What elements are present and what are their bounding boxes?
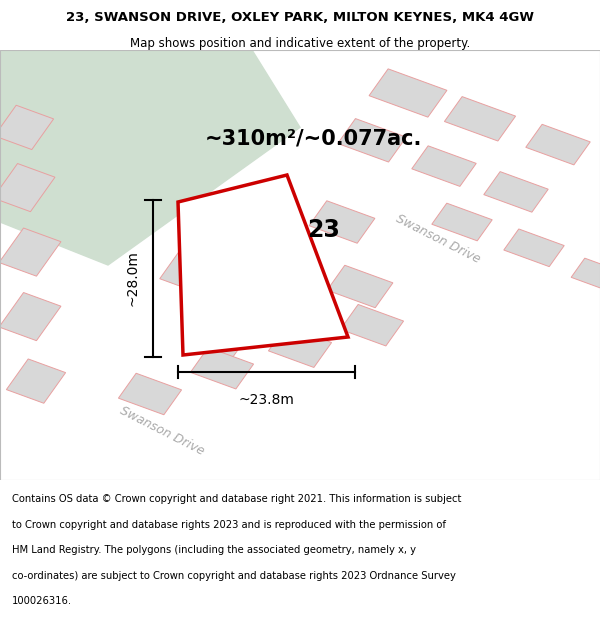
Text: co-ordinates) are subject to Crown copyright and database rights 2023 Ordnance S: co-ordinates) are subject to Crown copyr…	[12, 571, 456, 581]
Polygon shape	[327, 265, 393, 308]
Polygon shape	[0, 164, 55, 212]
Polygon shape	[445, 97, 515, 141]
Polygon shape	[190, 348, 254, 389]
Polygon shape	[571, 258, 600, 289]
Text: ~23.8m: ~23.8m	[239, 394, 295, 408]
Text: ~28.0m: ~28.0m	[126, 251, 140, 306]
Text: Swanson Drive: Swanson Drive	[394, 213, 482, 266]
Polygon shape	[161, 290, 600, 507]
Text: Map shows position and indicative extent of the property.: Map shows position and indicative extent…	[130, 38, 470, 51]
Text: ~310m²/~0.077ac.: ~310m²/~0.077ac.	[205, 128, 422, 148]
Polygon shape	[7, 359, 65, 403]
Polygon shape	[160, 252, 224, 295]
Polygon shape	[0, 50, 300, 265]
Polygon shape	[504, 229, 564, 267]
Text: HM Land Registry. The polygons (including the associated geometry, namely x, y: HM Land Registry. The polygons (includin…	[12, 545, 416, 555]
Polygon shape	[268, 326, 332, 367]
Polygon shape	[178, 175, 348, 355]
Text: 100026316.: 100026316.	[12, 596, 72, 606]
Polygon shape	[0, 228, 61, 276]
Polygon shape	[230, 226, 298, 270]
Text: Contains OS data © Crown copyright and database right 2021. This information is : Contains OS data © Crown copyright and d…	[12, 494, 461, 504]
Polygon shape	[484, 172, 548, 212]
Polygon shape	[182, 316, 250, 360]
Polygon shape	[0, 292, 61, 341]
Polygon shape	[432, 203, 492, 241]
Polygon shape	[0, 183, 600, 416]
Text: 23, SWANSON DRIVE, OXLEY PARK, MILTON KEYNES, MK4 4GW: 23, SWANSON DRIVE, OXLEY PARK, MILTON KE…	[66, 11, 534, 24]
Polygon shape	[340, 304, 404, 346]
Polygon shape	[118, 373, 182, 415]
Polygon shape	[255, 291, 321, 334]
Text: Swanson Drive: Swanson Drive	[118, 404, 206, 458]
Polygon shape	[338, 119, 406, 162]
Polygon shape	[412, 146, 476, 186]
Polygon shape	[369, 69, 447, 117]
Text: to Crown copyright and database rights 2023 and is reproduced with the permissio: to Crown copyright and database rights 2…	[12, 520, 446, 530]
Text: 23: 23	[307, 218, 340, 242]
Polygon shape	[309, 201, 375, 243]
Polygon shape	[526, 124, 590, 165]
Polygon shape	[0, 105, 53, 149]
